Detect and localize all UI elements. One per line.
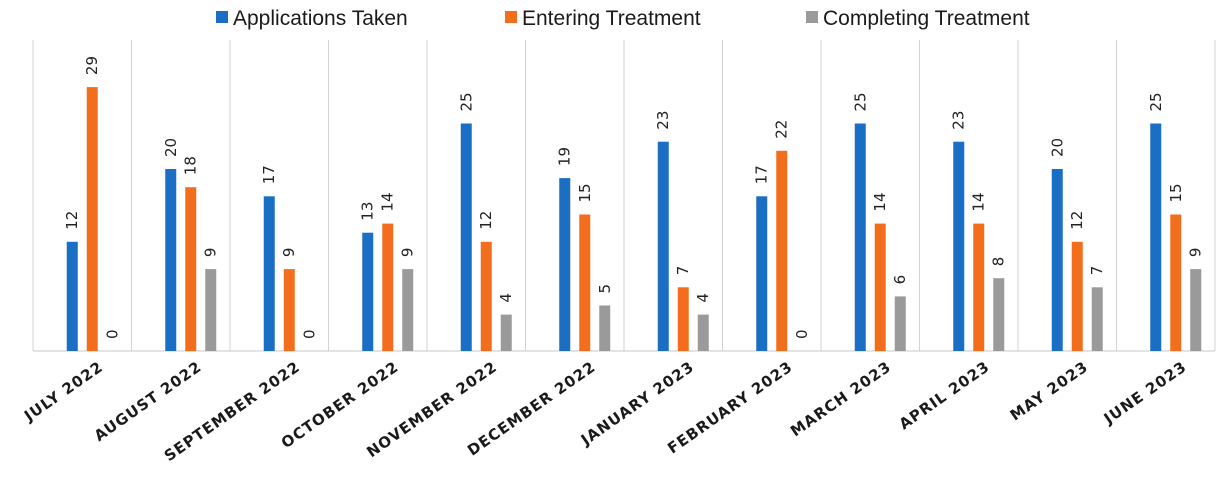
x-tick-label: MAY 2023 [1007, 358, 1092, 425]
bar-completing-treatment [599, 305, 611, 351]
data-label: 0 [300, 329, 318, 339]
data-label: 13 [359, 202, 377, 221]
legend-label-completing-treatment: Completing Treatment [823, 7, 1030, 30]
data-label: 4 [694, 293, 712, 303]
data-label: 9 [280, 248, 298, 258]
data-label: 0 [793, 329, 811, 339]
data-label: 15 [1167, 183, 1185, 202]
bar-applications-taken [854, 123, 866, 351]
data-label: 17 [260, 165, 278, 184]
bars [66, 87, 1202, 351]
data-label: 15 [576, 183, 594, 202]
data-label: 12 [477, 211, 495, 230]
bar-entering-treatment [874, 223, 886, 351]
data-label: 23 [654, 111, 672, 130]
data-label: 25 [457, 92, 475, 111]
data-label: 14 [970, 193, 988, 212]
bar-applications-taken [66, 241, 78, 351]
data-label: 17 [753, 165, 771, 184]
bar-completing-treatment [402, 269, 414, 351]
legend-label-applications-taken: Applications Taken [233, 7, 408, 30]
bar-entering-treatment [86, 87, 98, 351]
legend-swatch-completing-treatment [806, 11, 818, 23]
bar-entering-treatment [185, 187, 197, 351]
data-label: 9 [1187, 248, 1205, 258]
bar-entering-treatment [1170, 214, 1182, 351]
bar-entering-treatment [480, 241, 492, 351]
legend-swatch-applications-taken [216, 11, 228, 23]
data-label: 12 [63, 211, 81, 230]
legend-label-entering-treatment: Entering Treatment [522, 7, 701, 30]
bar-applications-taken [657, 141, 669, 351]
bar-applications-taken [362, 232, 374, 351]
bar-applications-taken [263, 196, 275, 351]
data-label: 19 [556, 147, 574, 166]
legend-swatch-entering-treatment [505, 11, 517, 23]
bar-entering-treatment [579, 214, 591, 351]
data-label: 22 [773, 120, 791, 139]
legend: Applications Taken Entering Treatment Comp… [216, 7, 1030, 30]
data-label: 20 [1048, 138, 1066, 157]
bar-applications-taken [1150, 123, 1162, 351]
data-label: 14 [379, 193, 397, 212]
bar-entering-treatment [283, 269, 295, 351]
bar-entering-treatment [973, 223, 985, 351]
data-label: 8 [990, 257, 1008, 267]
data-label: 29 [83, 56, 101, 75]
x-tick-label: APRIL 2023 [896, 358, 993, 434]
bar-completing-treatment [500, 314, 512, 351]
bar-entering-treatment [677, 287, 689, 351]
bar-completing-treatment [1190, 269, 1202, 351]
bar-completing-treatment [894, 296, 906, 351]
bar-applications-taken [460, 123, 472, 351]
data-label: 20 [162, 138, 180, 157]
data-label: 7 [674, 266, 692, 276]
data-label: 14 [871, 193, 889, 212]
data-label: 7 [1088, 266, 1106, 276]
data-label: 0 [103, 329, 121, 339]
data-label: 25 [851, 92, 869, 111]
bar-completing-treatment [993, 278, 1005, 351]
bar-applications-taken [165, 169, 177, 351]
data-label: 9 [399, 248, 417, 258]
bar-applications-taken [756, 196, 768, 351]
bar-entering-treatment [382, 223, 394, 351]
category-separators [32, 40, 1216, 351]
x-tick-label: JULY 2022 [20, 358, 106, 426]
data-label: 6 [891, 275, 909, 285]
data-label: 23 [950, 111, 968, 130]
data-label: 25 [1147, 92, 1165, 111]
bar-completing-treatment [1091, 287, 1103, 351]
bar-entering-treatment [776, 150, 788, 351]
data-label: 18 [182, 156, 200, 175]
bar-entering-treatment [1071, 241, 1083, 351]
bar-applications-taken [1051, 169, 1063, 351]
data-label: 5 [596, 284, 614, 294]
x-tick-label: MARCH 2023 [787, 358, 894, 441]
data-label: 9 [202, 248, 220, 258]
data-label: 12 [1068, 211, 1086, 230]
bar-applications-taken [559, 178, 571, 351]
bar-completing-treatment [205, 269, 217, 351]
x-tick-label: JUNE 2023 [1100, 358, 1190, 429]
bar-completing-treatment [697, 314, 709, 351]
data-label: 4 [497, 293, 515, 303]
bar-applications-taken [953, 141, 965, 351]
